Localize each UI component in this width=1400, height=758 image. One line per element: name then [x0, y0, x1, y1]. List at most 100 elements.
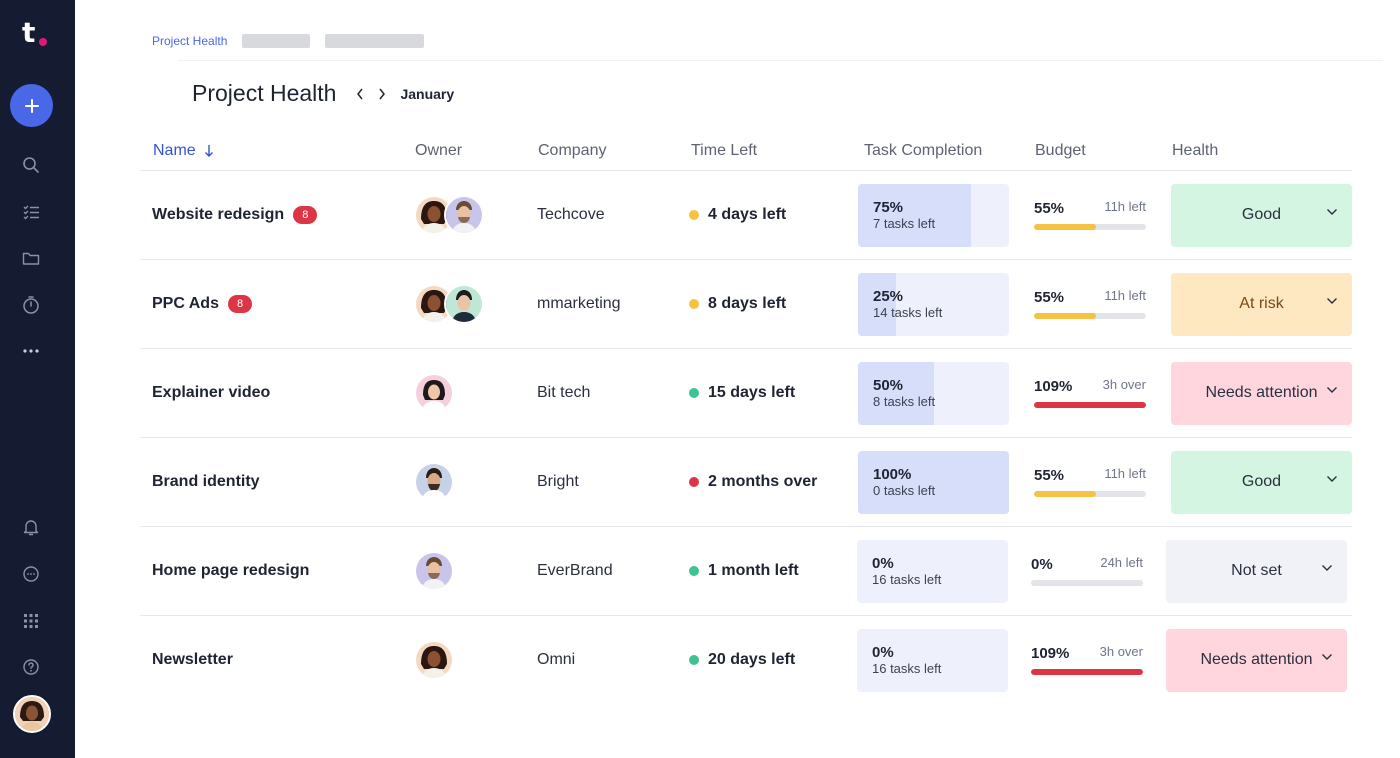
- budget-cell: 109% 3h over: [1031, 616, 1145, 704]
- owner-avatars: [414, 462, 454, 502]
- company-name: EverBrand: [537, 562, 613, 579]
- company-cell: EverBrand: [537, 527, 613, 615]
- owner-avatars: [414, 373, 454, 413]
- health-status-dropdown[interactable]: Needs attention: [1171, 361, 1352, 425]
- task-progress-fill: [858, 183, 971, 247]
- task-progress[interactable]: 50% 8 tasks left: [858, 361, 1009, 425]
- project-name-cell: Explainer video: [152, 349, 270, 437]
- status-dot: [689, 210, 699, 220]
- folder-icon[interactable]: [19, 246, 43, 270]
- plus-icon: [24, 98, 39, 113]
- table-row[interactable]: Home page redesign EverBrand 1 month lef…: [140, 527, 1352, 616]
- budget-bar-fill: [1034, 223, 1096, 230]
- budget-percent: 0%: [1031, 555, 1053, 573]
- tasks-left: 16 tasks left: [872, 660, 942, 676]
- health-status-dropdown[interactable]: Good: [1171, 183, 1352, 247]
- task-progress[interactable]: 0% 16 tasks left: [857, 539, 1008, 603]
- health-status-dropdown[interactable]: At risk: [1171, 272, 1352, 336]
- project-name[interactable]: Website redesign: [152, 206, 285, 223]
- column-header-task-completion[interactable]: Task Completion: [864, 142, 983, 159]
- table-row[interactable]: Brand identity Bright 2 months over 100%…: [140, 438, 1352, 527]
- owner-avatar[interactable]: [444, 284, 484, 324]
- health-cell: Needs attention: [1166, 616, 1347, 704]
- time-left-cell: 1 month left: [689, 527, 799, 615]
- column-header-name[interactable]: Name: [153, 142, 214, 160]
- breadcrumb-project-health[interactable]: Project Health: [152, 34, 228, 48]
- project-name[interactable]: Newsletter: [152, 651, 233, 668]
- task-progress[interactable]: 25% 14 tasks left: [858, 272, 1009, 336]
- health-status-dropdown[interactable]: Good: [1171, 450, 1352, 514]
- logo-letter: t: [22, 16, 36, 49]
- table-row[interactable]: Explainer video Bit tech 15 days left 50…: [140, 349, 1352, 438]
- task-percent: 100%: [873, 465, 912, 483]
- breadcrumb-placeholder: [242, 34, 311, 48]
- health-status-dropdown[interactable]: Needs attention: [1166, 628, 1347, 692]
- budget-cell: 55% 11h left: [1034, 260, 1148, 348]
- budget-percent: 55%: [1034, 288, 1065, 306]
- health-cell: Good: [1171, 171, 1352, 259]
- notification-badge: 8: [227, 295, 253, 313]
- column-header-time-left[interactable]: Time Left: [691, 142, 758, 159]
- status-dot: [689, 655, 699, 665]
- owner-cell: [414, 171, 484, 259]
- status-dot: [689, 566, 699, 576]
- column-header-company[interactable]: Company: [538, 142, 607, 159]
- more-icon[interactable]: [19, 339, 43, 363]
- health-cell: Not set: [1166, 527, 1347, 615]
- owner-cell: [414, 438, 454, 526]
- project-name[interactable]: PPC Ads: [152, 295, 219, 312]
- column-header-owner[interactable]: Owner: [415, 142, 463, 159]
- app-logo[interactable]: t: [22, 18, 52, 50]
- task-progress[interactable]: 0% 16 tasks left: [857, 628, 1008, 692]
- budget-remaining: 3h over: [1102, 376, 1146, 392]
- chevron-down-icon: [1322, 653, 1332, 660]
- bell-icon[interactable]: [19, 515, 43, 539]
- budget-remaining: 11h left: [1104, 465, 1146, 481]
- task-percent: 0%: [872, 554, 894, 572]
- column-header-health[interactable]: Health: [1172, 142, 1219, 159]
- tasks-left: 7 tasks left: [873, 215, 936, 231]
- previous-month-button[interactable]: [350, 84, 370, 104]
- project-name[interactable]: Home page redesign: [152, 562, 310, 579]
- apps-grid-icon[interactable]: [19, 609, 43, 633]
- task-progress[interactable]: 100% 0 tasks left: [858, 450, 1009, 514]
- column-header-budget[interactable]: Budget: [1035, 142, 1086, 159]
- budget-meter: 55% 11h left: [1034, 451, 1148, 514]
- search-icon[interactable]: [19, 153, 43, 177]
- budget-bar-fill: [1031, 668, 1143, 675]
- task-progress-fill: [858, 450, 1009, 514]
- timer-icon[interactable]: [19, 293, 43, 317]
- owner-avatar[interactable]: [414, 640, 454, 680]
- budget-bar: [1034, 223, 1146, 230]
- budget-percent: 55%: [1034, 466, 1065, 484]
- owner-avatar[interactable]: [414, 373, 454, 413]
- next-month-button[interactable]: [372, 84, 392, 104]
- task-progress[interactable]: 75% 7 tasks left: [858, 183, 1009, 247]
- project-name[interactable]: Brand identity: [152, 473, 260, 490]
- budget-meter: 109% 3h over: [1031, 629, 1145, 692]
- task-percent: 75%: [873, 198, 904, 216]
- budget-percent: 109%: [1034, 377, 1073, 395]
- help-icon[interactable]: [19, 655, 43, 679]
- owner-avatar[interactable]: [414, 551, 454, 591]
- project-name[interactable]: Explainer video: [152, 384, 271, 401]
- user-avatar[interactable]: [13, 695, 51, 733]
- budget-percent: 55%: [1034, 199, 1065, 217]
- breadcrumb-placeholder: [325, 34, 425, 48]
- task-percent: 50%: [873, 376, 904, 394]
- owner-avatar[interactable]: [444, 195, 484, 235]
- table-row[interactable]: PPC Ads 8 mmarketing 8 days left 25% 14 …: [140, 260, 1352, 349]
- task-completion-cell: 0% 16 tasks left: [857, 616, 1008, 704]
- chat-icon[interactable]: [19, 562, 43, 586]
- budget-bar-fill: [1034, 401, 1146, 408]
- task-percent: 25%: [873, 287, 904, 305]
- budget-remaining: 11h left: [1104, 198, 1146, 214]
- current-month: January: [400, 85, 455, 102]
- table-row[interactable]: Website redesign 8 Techcove 4 days left …: [140, 171, 1352, 260]
- health-status-dropdown[interactable]: Not set: [1166, 539, 1347, 603]
- create-new-button[interactable]: [10, 84, 53, 127]
- checklist-icon[interactable]: [19, 200, 43, 224]
- table-row[interactable]: Newsletter Omni 20 days left 0% 16 tasks…: [140, 616, 1352, 705]
- owner-avatar[interactable]: [414, 462, 454, 502]
- chevron-down-icon: [1327, 208, 1337, 215]
